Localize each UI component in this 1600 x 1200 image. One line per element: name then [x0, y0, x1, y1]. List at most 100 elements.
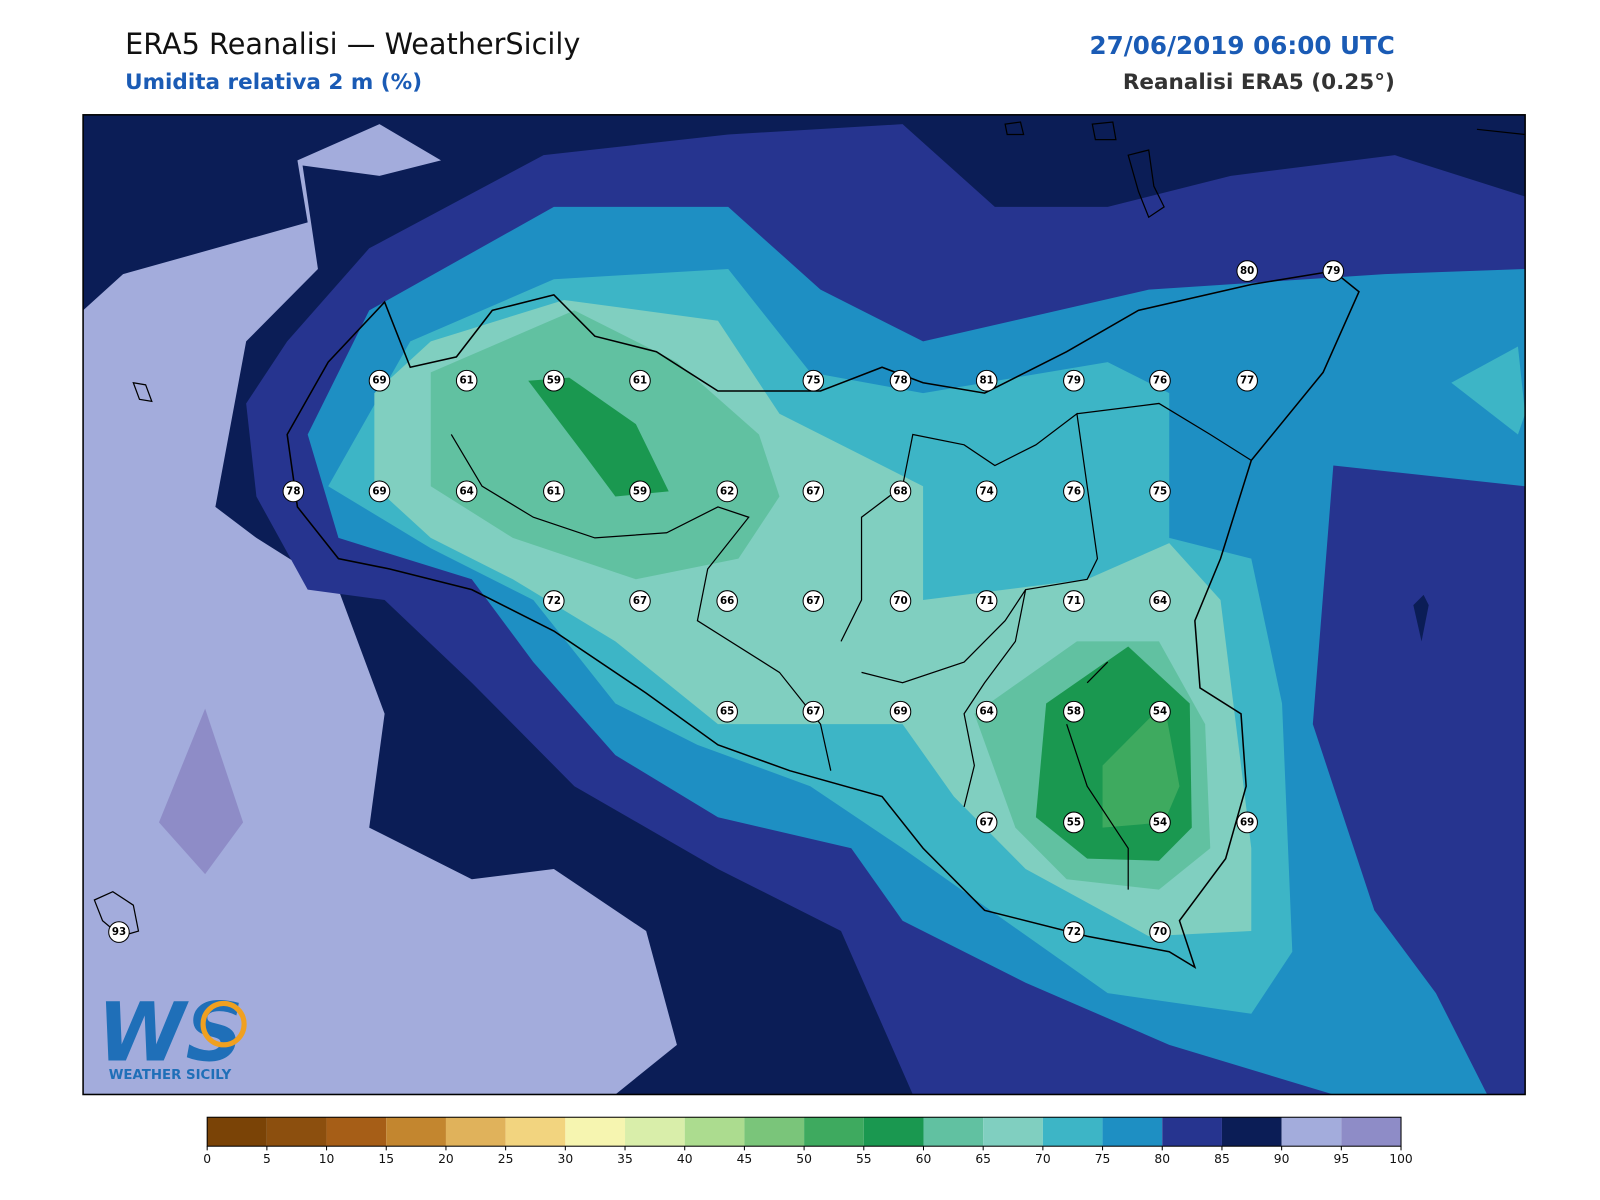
colorbar-swatch	[1221, 1117, 1282, 1147]
station-value: 67	[806, 595, 820, 607]
colorbar-swatch	[445, 1117, 506, 1147]
station-marker	[543, 369, 565, 392]
station-value: 55	[1067, 816, 1081, 828]
logo: WS WEATHER SICILY	[97, 985, 247, 1083]
contour-90	[1413, 594, 1429, 642]
title: ERA5 Reanalisi — WeatherSicily	[125, 27, 580, 61]
station-marker	[1149, 811, 1171, 834]
contour-95	[83, 124, 677, 1095]
station-marker	[629, 480, 651, 503]
datetime: 27/06/2019 06:00 UTC	[1090, 31, 1395, 60]
colorbar-swatch	[207, 1117, 267, 1147]
station-value: 59	[547, 375, 561, 387]
station: 81	[975, 369, 998, 392]
colorbar-swatch	[983, 1117, 1043, 1147]
station-marker	[368, 480, 391, 503]
station-marker	[629, 369, 651, 392]
station-value: 71	[980, 595, 994, 607]
station-value: 77	[1240, 375, 1254, 387]
station: 76	[1149, 369, 1171, 392]
station-value: 61	[460, 375, 474, 387]
station-marker	[1322, 260, 1345, 282]
station: 76	[1063, 480, 1085, 503]
colorbar-tick-label: 35	[617, 1152, 633, 1166]
colorbar-swatch	[1341, 1117, 1402, 1147]
colorbar-tick-label: 55	[856, 1152, 872, 1166]
station-value: 62	[720, 485, 734, 497]
station-marker	[975, 590, 998, 612]
station-value: 59	[633, 485, 647, 497]
station-value: 71	[1067, 595, 1081, 607]
colorbar-tick-label: 15	[378, 1152, 394, 1166]
station-value: 76	[1153, 375, 1167, 387]
station-marker	[1149, 480, 1171, 503]
station: 61	[543, 480, 565, 503]
colorbar-tick-label: 40	[677, 1152, 693, 1166]
station-value: 54	[1153, 816, 1167, 828]
islands	[93, 121, 1526, 937]
station-value: 79	[1326, 265, 1340, 277]
station: 75	[802, 369, 825, 392]
station: 77	[1236, 369, 1258, 392]
station-value: 81	[980, 375, 994, 387]
colorbar-tick-label: 10	[319, 1152, 335, 1166]
station: 67	[802, 590, 825, 612]
station-marker	[975, 480, 998, 503]
station-marker	[1063, 700, 1085, 723]
map-frame	[82, 114, 1526, 1096]
colorbar-tick-label: 20	[438, 1152, 454, 1166]
colorbar-tick-label: 50	[796, 1152, 812, 1166]
station-marker	[1063, 369, 1085, 392]
colorbar-swatch	[1162, 1117, 1222, 1147]
station-marker	[889, 700, 912, 723]
province-borders	[450, 402, 1252, 890]
colorbar-tick-label: 65	[975, 1152, 991, 1166]
station: 74	[975, 480, 998, 503]
station: 67	[802, 480, 825, 503]
station-marker	[108, 921, 130, 943]
colorbar-tick-label: 0	[203, 1152, 211, 1166]
station: 61	[629, 369, 651, 392]
colorbar-tick-label: 100	[1389, 1152, 1413, 1166]
station: 54	[1149, 811, 1171, 834]
station: 70	[1149, 921, 1171, 943]
colorbar-tick-label: 85	[1214, 1152, 1230, 1166]
station: 64	[975, 700, 998, 723]
station-marker	[368, 369, 391, 392]
station-marker	[543, 590, 565, 612]
station: 69	[889, 700, 912, 723]
contour-60	[528, 377, 669, 497]
station-value: 69	[372, 375, 386, 387]
station-marker	[1236, 260, 1258, 282]
station-marker	[802, 480, 825, 503]
station-marker	[802, 369, 825, 392]
station-marker	[1063, 590, 1085, 612]
station-marker	[889, 590, 912, 612]
station: 58	[1063, 700, 1085, 723]
station-marker	[889, 369, 912, 392]
station-marker	[975, 811, 998, 834]
station: 67	[629, 590, 651, 612]
colorbar-swatch	[386, 1117, 446, 1147]
colorbar-tick-label: 80	[1154, 1152, 1170, 1166]
station-value: 69	[893, 706, 907, 718]
colorbar-swatch	[684, 1117, 745, 1147]
source: Reanalisi ERA5 (0.25°)	[1123, 70, 1395, 95]
colorbar-swatch	[804, 1117, 864, 1147]
station: 69	[368, 369, 391, 392]
colorbar-tick-label: 90	[1274, 1152, 1290, 1166]
station: 54	[1149, 700, 1171, 723]
subtitle: Umidita relativa 2 m (%)	[125, 70, 422, 95]
colorbar-swatch	[1102, 1117, 1163, 1147]
colorbar-tick-label: 30	[558, 1152, 574, 1166]
station-marker	[1236, 811, 1258, 834]
station-value: 69	[372, 485, 386, 497]
station-marker	[1236, 369, 1258, 392]
colorbar-swatch	[744, 1117, 805, 1147]
station-marker	[975, 369, 998, 392]
station: 71	[1063, 590, 1085, 612]
station-marker	[802, 700, 825, 723]
colorbar-swatch	[326, 1117, 387, 1147]
station-marker	[1149, 590, 1171, 612]
